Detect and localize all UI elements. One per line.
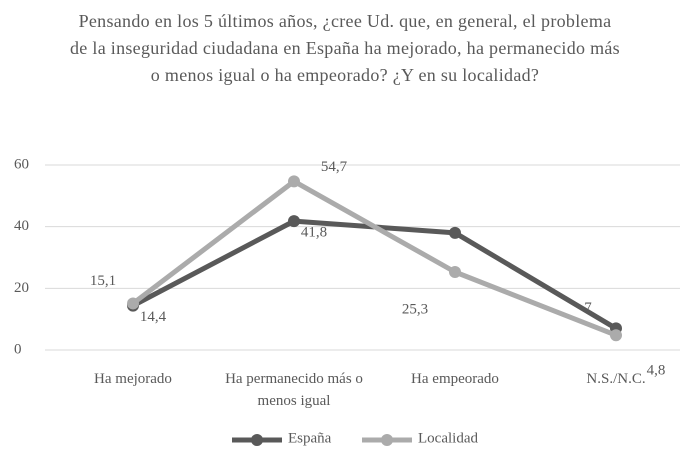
x-tick-label: Ha empeorado bbox=[411, 371, 499, 387]
series-line bbox=[131, 218, 618, 331]
marker bbox=[449, 226, 461, 239]
y-tick-label: 0 bbox=[14, 341, 22, 357]
marker bbox=[610, 329, 622, 342]
legend-label: Localidad bbox=[418, 430, 478, 446]
data-label: 54,7 bbox=[321, 159, 348, 175]
x-tick-label: N.S./N.C. bbox=[586, 371, 646, 387]
x-tick-label: Ha mejorado bbox=[94, 371, 172, 387]
marker bbox=[288, 175, 300, 188]
data-label: 4,8 bbox=[647, 363, 666, 379]
y-tick-label: 40 bbox=[14, 218, 29, 234]
data-label: 7 bbox=[584, 300, 592, 316]
legend-label: España bbox=[288, 430, 332, 446]
legend-marker bbox=[381, 434, 393, 446]
data-label: 25,3 bbox=[402, 301, 428, 317]
data-label: 14,4 bbox=[140, 309, 167, 325]
legend-marker bbox=[251, 434, 263, 446]
data-label: 15,1 bbox=[90, 273, 116, 289]
marker bbox=[127, 297, 139, 310]
marker bbox=[449, 265, 461, 278]
y-tick-label: 20 bbox=[14, 280, 29, 296]
x-tick-label: Ha permanecido más o menos igual bbox=[225, 371, 363, 409]
y-tick-label: 60 bbox=[14, 156, 29, 172]
data-label: 41,8 bbox=[301, 225, 327, 241]
series-line bbox=[131, 178, 617, 338]
marker bbox=[288, 215, 300, 228]
chart-title: Pensando en los 5 últimos años, ¿cree Ud… bbox=[70, 11, 620, 85]
